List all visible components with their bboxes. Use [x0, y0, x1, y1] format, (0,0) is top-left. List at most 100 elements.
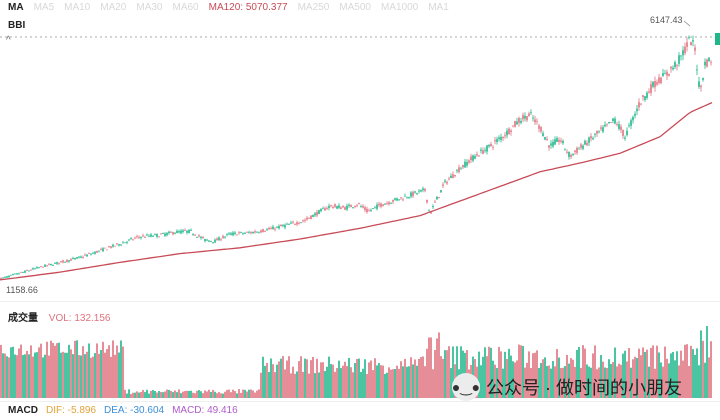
candle-body	[570, 154, 572, 157]
volume-bar	[58, 342, 60, 398]
candle-body	[422, 188, 424, 191]
chevron-up-icon[interactable]: ^	[6, 35, 11, 46]
ma-legend-item[interactable]: MA20	[100, 2, 127, 13]
volume-bar	[74, 340, 76, 398]
volume-bar	[578, 346, 580, 398]
volume-bar	[370, 360, 372, 398]
ma-legend-item[interactable]: MA250	[297, 2, 330, 13]
ma-legend-item[interactable]: MA10	[64, 2, 91, 13]
candle-body	[432, 206, 434, 208]
volume-bar	[160, 392, 162, 398]
candle-body	[138, 236, 140, 238]
candle-body	[572, 153, 574, 155]
volume-bar	[88, 343, 90, 398]
volume-bar	[146, 389, 148, 398]
candle-body	[148, 235, 150, 237]
candle-body	[612, 118, 614, 122]
candle-body	[512, 125, 514, 127]
volume-bar	[56, 343, 58, 398]
volume-bar	[318, 372, 320, 398]
volume-bar	[296, 371, 298, 398]
volume-bar	[568, 363, 570, 398]
volume-bar	[448, 346, 450, 398]
candle-body	[468, 160, 470, 163]
volume-bar	[674, 360, 676, 398]
bbi-label[interactable]: BBI	[8, 20, 26, 31]
volume-bar	[548, 365, 550, 398]
candle-body	[8, 275, 10, 278]
volume-bar	[592, 353, 594, 398]
ma-legend-item[interactable]: MA500	[339, 2, 371, 13]
volume-bar	[148, 393, 150, 398]
volume-bar	[588, 366, 590, 398]
candle-body	[44, 264, 46, 267]
candle-body	[486, 145, 488, 152]
volume-bar	[316, 358, 318, 398]
candle-body	[436, 196, 438, 200]
candle-body	[246, 231, 248, 233]
volume-bar	[566, 354, 568, 398]
ma120-line	[0, 102, 713, 281]
candle-body	[162, 232, 164, 234]
volume-bar	[170, 390, 172, 398]
volume-bar	[614, 347, 616, 398]
candle-body	[68, 260, 70, 262]
volume-bar	[428, 337, 430, 398]
ma-legend-item[interactable]: MA1000	[380, 2, 419, 13]
candle-body	[532, 117, 534, 119]
volume-bar	[280, 358, 282, 398]
candle-body	[630, 120, 632, 126]
volume-bar	[416, 365, 418, 398]
candle-body	[356, 205, 358, 207]
candle-body	[400, 197, 402, 199]
candle-body	[452, 174, 454, 178]
candle-body	[604, 124, 606, 127]
candle-body	[620, 126, 622, 130]
ma-legend-item[interactable]: MA60	[172, 2, 199, 13]
candle-body	[372, 208, 374, 209]
candle-body	[406, 197, 408, 199]
volume-bar	[380, 365, 382, 398]
candle-body	[172, 232, 174, 235]
candle-body	[310, 215, 312, 219]
candle-body	[408, 197, 410, 198]
volume-bar	[234, 391, 236, 398]
volume-bar	[488, 346, 490, 398]
candle-body	[332, 207, 334, 208]
volume-bar	[620, 364, 622, 398]
candle-body	[268, 228, 270, 230]
candle-body	[264, 231, 266, 233]
candle-body	[380, 203, 382, 207]
ma-legend-item[interactable]: MA30	[136, 2, 163, 13]
candle-body	[568, 151, 570, 157]
volume-bar	[164, 391, 166, 398]
volume-bar	[682, 360, 684, 398]
volume-bar	[304, 358, 306, 398]
candle-body	[256, 231, 258, 233]
candle-body	[694, 47, 696, 51]
volume-bar	[342, 365, 344, 398]
volume-bar	[16, 355, 18, 398]
volume-bar	[502, 368, 504, 398]
volume-bar	[120, 340, 122, 398]
ma-legend-item[interactable]: MA120: 5070.377	[208, 2, 288, 13]
ma-legend-item[interactable]: MA1	[428, 2, 449, 13]
candle-body	[320, 208, 322, 212]
volume-bar	[422, 356, 424, 398]
ma-legend-item[interactable]: MA5	[33, 2, 55, 13]
volume-bar	[618, 363, 620, 398]
volume-bar	[38, 347, 40, 398]
candle-body	[624, 137, 626, 139]
candle-body	[96, 251, 98, 253]
volume-bar	[212, 389, 214, 398]
candle-body	[106, 249, 108, 251]
volume-bar	[22, 354, 24, 398]
volume-bar	[692, 349, 694, 398]
candle-body	[160, 233, 162, 235]
volume-bar	[408, 366, 410, 398]
volume-bar	[50, 340, 52, 398]
candle-body	[102, 248, 104, 252]
candle-body	[430, 212, 432, 214]
volume-bar	[76, 340, 78, 398]
